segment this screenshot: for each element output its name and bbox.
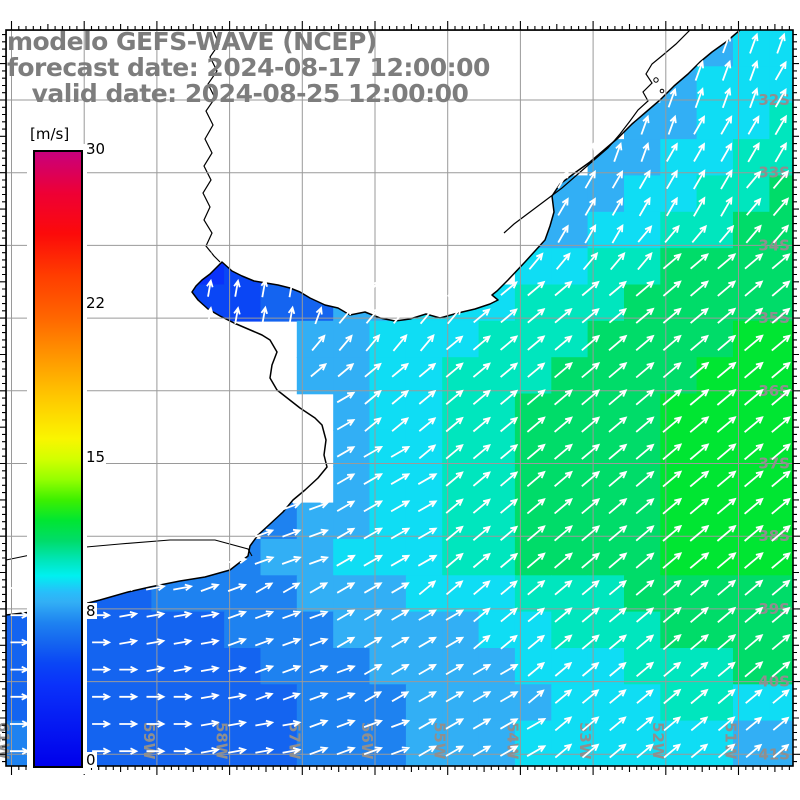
lon-label-59W: 59W [140,722,158,760]
frame-tick-marks [0,21,800,775]
lon-label-58W: 58W [213,722,231,760]
lon-label-56W: 56W [358,722,376,760]
lon-label-55W: 55W [431,722,449,760]
colorbar-tick-30: 30 [85,140,107,158]
lat-label-40S: 40S [758,673,790,691]
lon-label-52W: 52W [649,722,667,760]
lat-label-34S: 34S [758,236,790,254]
lon-label-51W: 51W [722,722,740,760]
lon-label-57W: 57W [285,722,303,760]
graticule-grid [6,30,793,766]
colorbar-tick-15: 15 [85,448,107,466]
direction-arrows [10,32,791,759]
colorbar-tick-0: 0 [85,751,97,769]
colorbar-gradient [33,150,83,768]
colorbar-tick-8: 8 [85,602,97,620]
colorbar-unit-label: [m/s] [28,125,72,143]
lat-label-37S: 37S [758,455,790,473]
lon-label-53W: 53W [576,722,594,760]
colorbar-tick-22: 22 [85,294,107,312]
lon-label-54W: 54W [503,722,521,760]
